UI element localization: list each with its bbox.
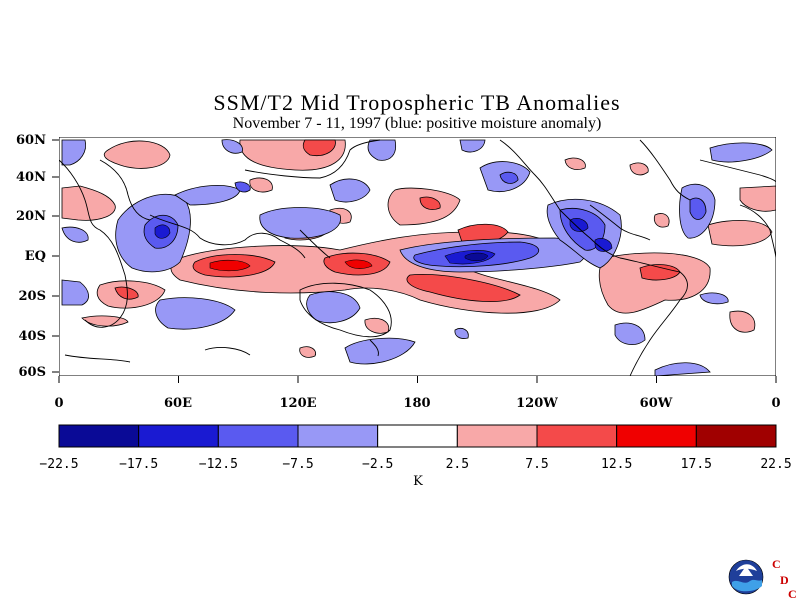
lon-label-120w: 120W (516, 396, 558, 411)
colorbar-tick-label: 17.5 (680, 457, 712, 472)
colorbar-swatch (297, 424, 379, 448)
colorbar (58, 424, 777, 448)
colorbar-swatch (138, 424, 219, 448)
lat-label-60s: 60S (18, 365, 46, 380)
lon-label-0: 0 (54, 396, 64, 411)
lon-label-360: 0 (771, 396, 781, 411)
lon-label-180: 180 (403, 396, 431, 411)
colorbar-swatch (217, 424, 299, 448)
colorbar-swatch (58, 424, 140, 448)
logo-letter-d: D (780, 573, 789, 587)
lat-label-20s: 20S (18, 289, 46, 304)
colorbar-tick-label: 12.5 (601, 457, 633, 472)
colorbar-tick-label: −17.5 (119, 457, 159, 472)
noaa-logo: C D C (728, 557, 797, 600)
colorbar-swatch (695, 424, 777, 448)
logo-letter-c2: C (788, 587, 797, 600)
colorbar-tick-label: −12.5 (198, 457, 238, 472)
logo-letter-c1: C (772, 557, 781, 571)
axis-ticks (52, 139, 777, 383)
lon-label-60e: 60E (164, 396, 192, 411)
lat-label-60n: 60N (16, 133, 46, 148)
colorbar-units: K (413, 474, 423, 489)
page-title: SSM/T2 Mid Tropospheric TB Anomalies (213, 90, 621, 115)
page-subtitle: November 7 - 11, 1997 (blue: positive mo… (232, 115, 602, 132)
colorbar-swatch (456, 424, 538, 448)
lat-label-40s: 40S (18, 329, 46, 344)
lat-label-eq: EQ (24, 249, 46, 264)
colorbar-tick-label: −22.5 (39, 457, 79, 472)
lat-label-20n: 20N (16, 209, 46, 224)
colorbar-tick-label: −7.5 (282, 457, 314, 472)
colorbar-tick-label: 22.5 (760, 457, 792, 472)
lon-label-60w: 60W (639, 396, 673, 411)
colorbar-tick-label: −2.5 (362, 457, 394, 472)
colorbar-tick-label: 7.5 (525, 457, 549, 472)
lat-label-40n: 40N (16, 170, 46, 185)
anomaly-field (59, 137, 776, 376)
lon-label-120e: 120E (279, 396, 317, 411)
colorbar-tick-label: 2.5 (445, 457, 470, 472)
colorbar-swatch (536, 424, 618, 448)
colorbar-swatch (616, 424, 697, 448)
colorbar-swatch (377, 424, 458, 448)
